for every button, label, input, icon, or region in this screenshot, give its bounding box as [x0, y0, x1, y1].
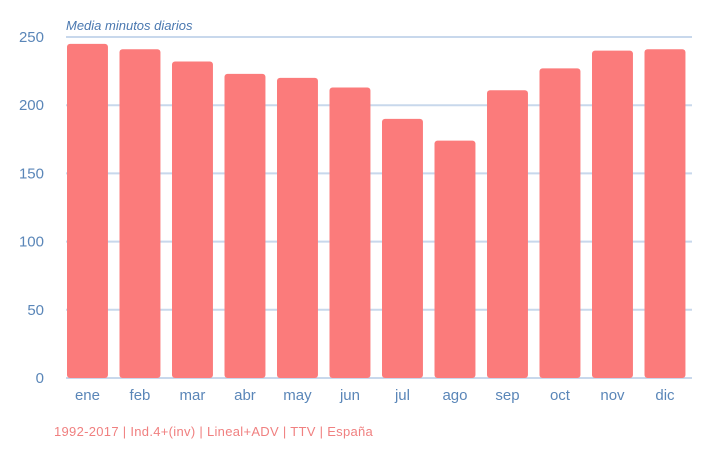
y-tick-label: 0 — [36, 370, 44, 387]
bar-ene — [67, 43, 108, 378]
x-tick-label: feb — [130, 387, 151, 404]
bar-nov — [592, 50, 633, 378]
x-tick-label: ago — [442, 387, 467, 404]
bar-oct — [539, 68, 581, 378]
y-tick-label: 250 — [19, 29, 44, 46]
bar-sep — [487, 90, 528, 379]
x-tick-label: abr — [234, 387, 256, 404]
x-tick-label: may — [283, 387, 312, 404]
x-tick-label: jun — [339, 387, 360, 404]
bar-jun — [329, 87, 371, 378]
bar-may — [277, 77, 318, 379]
source-note: 1992-2017 | Ind.4+(inv) | Lineal+ADV | T… — [54, 424, 374, 439]
bar-jul — [382, 118, 423, 378]
y-tick-label: 200 — [19, 97, 44, 114]
bar-dic — [644, 49, 686, 378]
bar-mar — [172, 61, 213, 378]
x-tick-label: mar — [180, 387, 206, 404]
chart-title: Media minutos diarios — [66, 18, 193, 33]
y-tick-label: 50 — [27, 302, 44, 319]
x-tick-label: oct — [550, 387, 571, 404]
bar-feb — [119, 49, 161, 378]
x-tick-label: ene — [75, 387, 100, 404]
x-tick-label: nov — [600, 387, 625, 404]
bar-ago — [434, 140, 476, 378]
y-tick-label: 100 — [19, 234, 44, 251]
bar-abr — [224, 73, 266, 378]
x-tick-label: jul — [394, 387, 410, 404]
x-tick-label: dic — [655, 387, 675, 404]
x-tick-label: sep — [495, 387, 519, 404]
y-tick-label: 150 — [19, 165, 44, 182]
